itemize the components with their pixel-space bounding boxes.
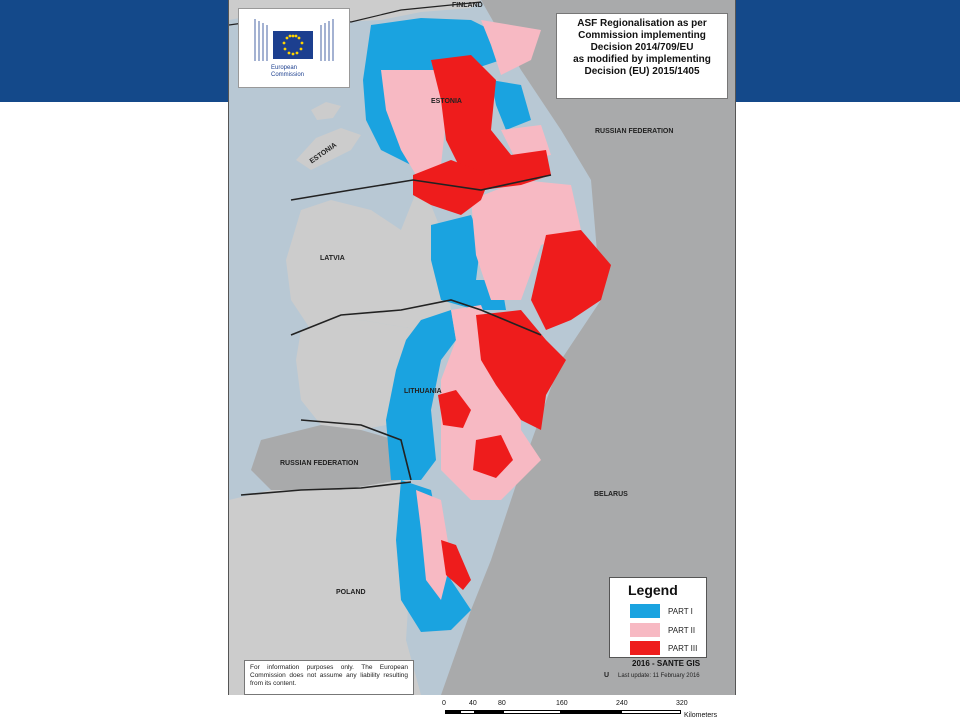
- part3-estonia: [431, 55, 551, 190]
- part2-poland: [416, 490, 451, 600]
- credit-text: 2016 - SANTE GIS: [632, 659, 701, 668]
- part3-latvia-east: [531, 230, 611, 330]
- map-frame: [228, 0, 736, 695]
- legend-swatch-part2: [630, 623, 660, 637]
- legend-label-part2: PART II: [668, 626, 696, 635]
- latvia-land: [286, 180, 451, 330]
- part2-estonia-ne: [481, 20, 541, 75]
- label-u-partial: U: [604, 672, 610, 679]
- part1-estonia-east: [491, 80, 531, 130]
- part3-lithuania-ne: [476, 310, 566, 430]
- label-finland: FINLAND: [452, 2, 483, 9]
- map-canvas: [229, 0, 735, 695]
- label-poland: POLAND: [336, 589, 366, 596]
- label-lithuania: LITHUANIA: [404, 388, 442, 395]
- map-title: ASF Regionalisation as per Commission im…: [556, 13, 728, 99]
- ec-logo: European Commission: [238, 8, 350, 88]
- legend-title: Legend: [628, 582, 678, 598]
- scale-seg-4: [503, 710, 561, 714]
- estonia-island: [296, 128, 361, 170]
- part3-lithuania-center: [438, 390, 471, 428]
- scale-seg-3: [475, 710, 503, 714]
- border-estonia-latvia: [290, 174, 552, 201]
- scale-seg-1: [445, 710, 460, 714]
- title-line-4: as modified by implementing: [573, 54, 711, 65]
- russia-belarus-land: [441, 0, 735, 695]
- part2-lithuania: [441, 305, 541, 500]
- part3-poland: [441, 540, 471, 590]
- title-line-2: Commission implementing: [578, 30, 706, 41]
- label-russian-federation-ne: RUSSIAN FEDERATION: [595, 128, 674, 135]
- scale-tick-0: 0: [442, 700, 446, 707]
- label-belarus: BELARUS: [594, 491, 628, 498]
- title-line-3: Decision 2014/709/EU: [590, 42, 694, 53]
- scale-unit: Kilometers: [684, 712, 718, 719]
- ec-logo-text: European Commission: [271, 65, 304, 79]
- part2-latvia: [471, 180, 581, 300]
- scale-seg-5: [561, 710, 621, 714]
- part3-estonia-latvia-border: [413, 160, 491, 215]
- title-line-5: Decision (EU) 2015/1405: [584, 66, 700, 77]
- poland-land: [229, 480, 421, 695]
- border-latvia-lithuania: [290, 299, 542, 336]
- part3-lithuania-south: [473, 435, 513, 478]
- label-russian-federation-w: RUSSIAN FEDERATION: [280, 460, 359, 467]
- scale-tick-240: 240: [616, 700, 628, 707]
- border-lithuania-kaliningrad: [300, 419, 412, 481]
- kaliningrad-land: [251, 425, 401, 490]
- border-kaliningrad-poland: [240, 481, 412, 496]
- legend-swatch-part3: [630, 641, 660, 655]
- label-estonia-top: ESTONIA: [431, 98, 462, 105]
- ec-building-icon: [254, 19, 334, 61]
- legend-label-part3: PART III: [668, 644, 698, 653]
- estonia-island-small: [311, 102, 341, 120]
- part2-estonia: [381, 70, 446, 175]
- part1-lithuania: [386, 310, 456, 480]
- title-line-1: ASF Regionalisation as per: [577, 18, 707, 29]
- legend-swatch-part1: [630, 604, 660, 618]
- legend-label-part1: PART I: [668, 607, 693, 616]
- ec-logo-line1: European: [271, 65, 298, 71]
- scale-seg-6: [621, 710, 681, 714]
- scale-tick-40: 40: [469, 700, 477, 707]
- last-update-text: Last update: 11 February 2016: [618, 673, 700, 679]
- ec-logo-line2: Commission: [271, 72, 305, 78]
- scale-seg-2: [460, 710, 475, 714]
- scale-tick-320: 320: [676, 700, 688, 707]
- label-latvia: LATVIA: [320, 255, 345, 262]
- scale-tick-80: 80: [498, 700, 506, 707]
- legend-box: Legend PART I PART II PART III: [609, 577, 707, 658]
- scale-tick-160: 160: [556, 700, 568, 707]
- disclaimer-box: For information purposes only. The Europ…: [244, 660, 414, 695]
